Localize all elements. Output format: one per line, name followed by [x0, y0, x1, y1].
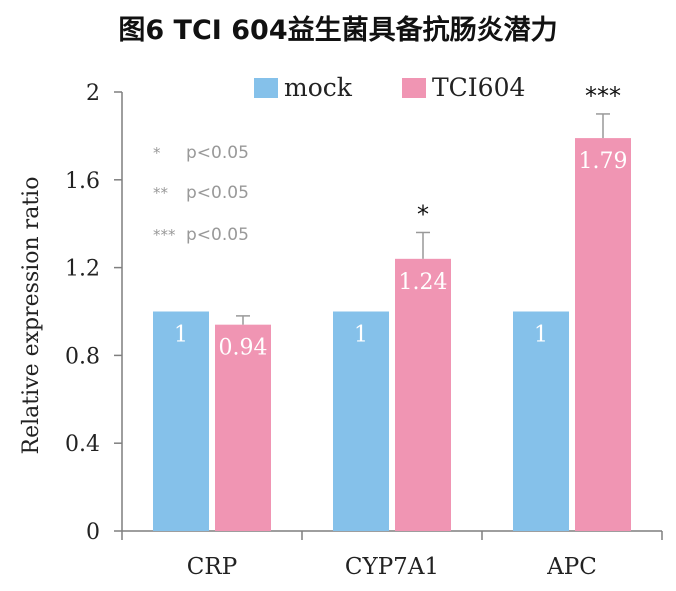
- y-tick-label: 1.2: [65, 257, 100, 282]
- significance-marker: ***: [585, 82, 621, 110]
- bar-tci604-apc: [575, 138, 631, 531]
- axes: 0 0.4 0.8 1.2 1.6 2 Relative expression ratio C…: [19, 81, 663, 580]
- value-label: 1.24: [399, 270, 448, 295]
- y-tick-label: 0: [86, 520, 100, 545]
- note-symbol: *: [153, 144, 161, 162]
- bar-tci604-crp: [215, 324, 271, 531]
- significance-notes: * p<0.05 ** p<0.05 *** p<0.05: [153, 143, 249, 245]
- value-label: 1: [174, 323, 188, 348]
- y-axis-label: Relative expression ratio: [19, 177, 44, 455]
- y-tick-label: 1.6: [65, 169, 100, 194]
- value-label: 1: [534, 323, 548, 348]
- note-text: p<0.05: [186, 183, 249, 203]
- x-tick-label: CYP7A1: [345, 554, 439, 580]
- value-label: 1: [354, 323, 368, 348]
- y-tick-label: 0.4: [65, 432, 100, 457]
- bar-mock-crp: [153, 311, 209, 531]
- y-tick-label: 0.8: [65, 344, 100, 369]
- legend-label-tci604: TCI604: [432, 73, 525, 102]
- value-label: 0.94: [219, 336, 268, 361]
- value-label: 1.79: [579, 149, 628, 174]
- y-tick-label: 2: [86, 81, 100, 106]
- bar-mock-cyp7a1: [333, 311, 389, 531]
- note-text: p<0.05: [186, 225, 249, 245]
- chart-title: 图6 TCI 604益生菌具备抗肠炎潜力: [118, 15, 558, 46]
- x-tick-label: CRP: [187, 554, 237, 580]
- note-symbol: ***: [153, 226, 176, 244]
- legend-swatch-tci604: [402, 78, 426, 98]
- legend-label-mock: mock: [284, 73, 353, 102]
- legend-swatch-mock: [254, 78, 278, 98]
- significance-marker: *: [417, 200, 429, 228]
- bar-mock-apc: [513, 311, 569, 531]
- bars: 1 1 10.941.24*1.79***: [153, 82, 631, 531]
- note-symbol: **: [153, 184, 169, 202]
- note-text: p<0.05: [186, 143, 249, 163]
- legend: mock TCI604: [254, 73, 525, 102]
- x-tick-label: APC: [546, 554, 597, 580]
- bar-tci604-cyp7a1: [395, 258, 451, 531]
